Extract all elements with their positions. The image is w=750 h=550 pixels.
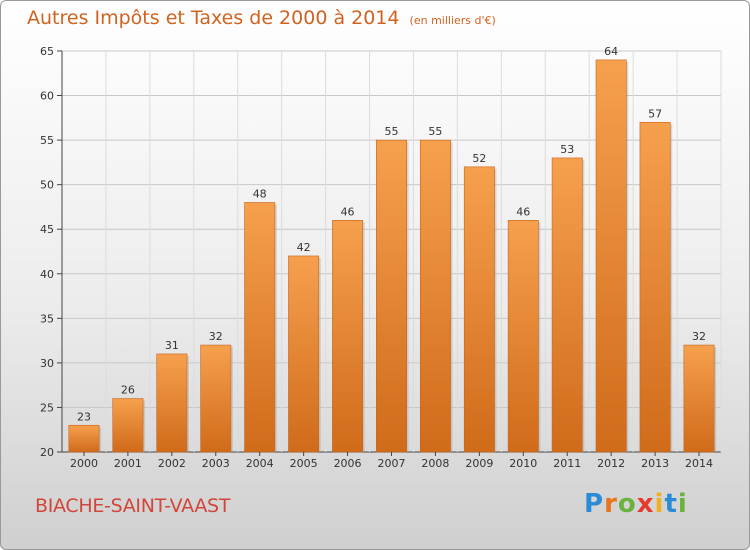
x-tick-label: 2009 [465,457,493,470]
bar [376,139,407,453]
y-tick-label: 35 [40,312,54,325]
x-tick-label: 2011 [553,457,581,470]
bar [288,255,320,453]
y-tick-label: 55 [40,134,54,147]
logo-letter: o [617,489,637,519]
bar-value-label: 46 [341,205,355,218]
y-tick-label: 45 [40,223,54,236]
y-tick-label: 25 [40,401,54,414]
logo-letter: x [636,489,655,519]
bar-value-label: 46 [516,205,530,218]
bar-value-label: 52 [472,152,486,165]
bar-value-label: 57 [648,107,662,120]
bar-value-label: 31 [165,339,179,352]
x-tick-label: 2007 [378,457,406,470]
logo-letter: i [677,489,688,519]
y-tick-label: 40 [40,268,54,281]
bar-value-label: 64 [604,45,618,58]
bar-value-label: 42 [297,241,311,254]
x-tick-label: 2003 [202,457,230,470]
x-tick-label: 2006 [334,457,362,470]
bar-value-label: 32 [692,330,706,343]
bar [244,202,276,453]
bar-value-label: 32 [209,330,223,343]
bar-value-label: 26 [121,384,135,397]
bar [156,353,188,453]
y-tick-label: 50 [40,179,54,192]
y-tick-label: 20 [40,446,54,459]
bar-value-label: 23 [77,410,91,423]
logo-letter: t [664,489,678,519]
x-tick-label: 2014 [685,457,713,470]
bar-value-label: 55 [428,125,442,138]
y-tick-label: 60 [40,90,54,103]
logo-letter: i [654,489,665,519]
chart-subtitle: (en milliers d'€) [409,14,496,27]
bar [507,220,539,453]
y-tick-label: 65 [40,45,54,58]
x-tick-label: 2002 [158,457,186,470]
x-tick-label: 2005 [290,457,318,470]
proxiti-logo: Proxiti [584,489,688,519]
bar [332,220,364,453]
chart-title: Autres Impôts et Taxes de 2000 à 2014 (e… [27,7,496,29]
chart-title-text: Autres Impôts et Taxes de 2000 à 2014 [27,7,400,29]
bar [112,398,144,453]
bar-value-label: 55 [385,125,399,138]
bar [639,121,671,453]
logo-letter: P [584,489,605,519]
bar-value-label: 48 [253,187,267,200]
x-tick-label: 2012 [597,457,625,470]
x-tick-label: 2013 [641,457,669,470]
bar [419,139,451,453]
bar [551,157,583,453]
x-tick-label: 2000 [70,457,98,470]
logo-letter: r [604,489,618,519]
bar [68,424,100,453]
x-tick-label: 2004 [246,457,274,470]
commune-name: BIACHE-SAINT-VAAST [35,495,231,517]
bar-value-label: 53 [560,143,574,156]
x-tick-label: 2001 [114,457,142,470]
bar [595,59,627,453]
bar [683,344,715,453]
x-tick-label: 2008 [421,457,449,470]
bar [200,344,232,453]
y-tick-label: 30 [40,357,54,370]
bar [463,166,495,453]
x-tick-label: 2010 [509,457,537,470]
